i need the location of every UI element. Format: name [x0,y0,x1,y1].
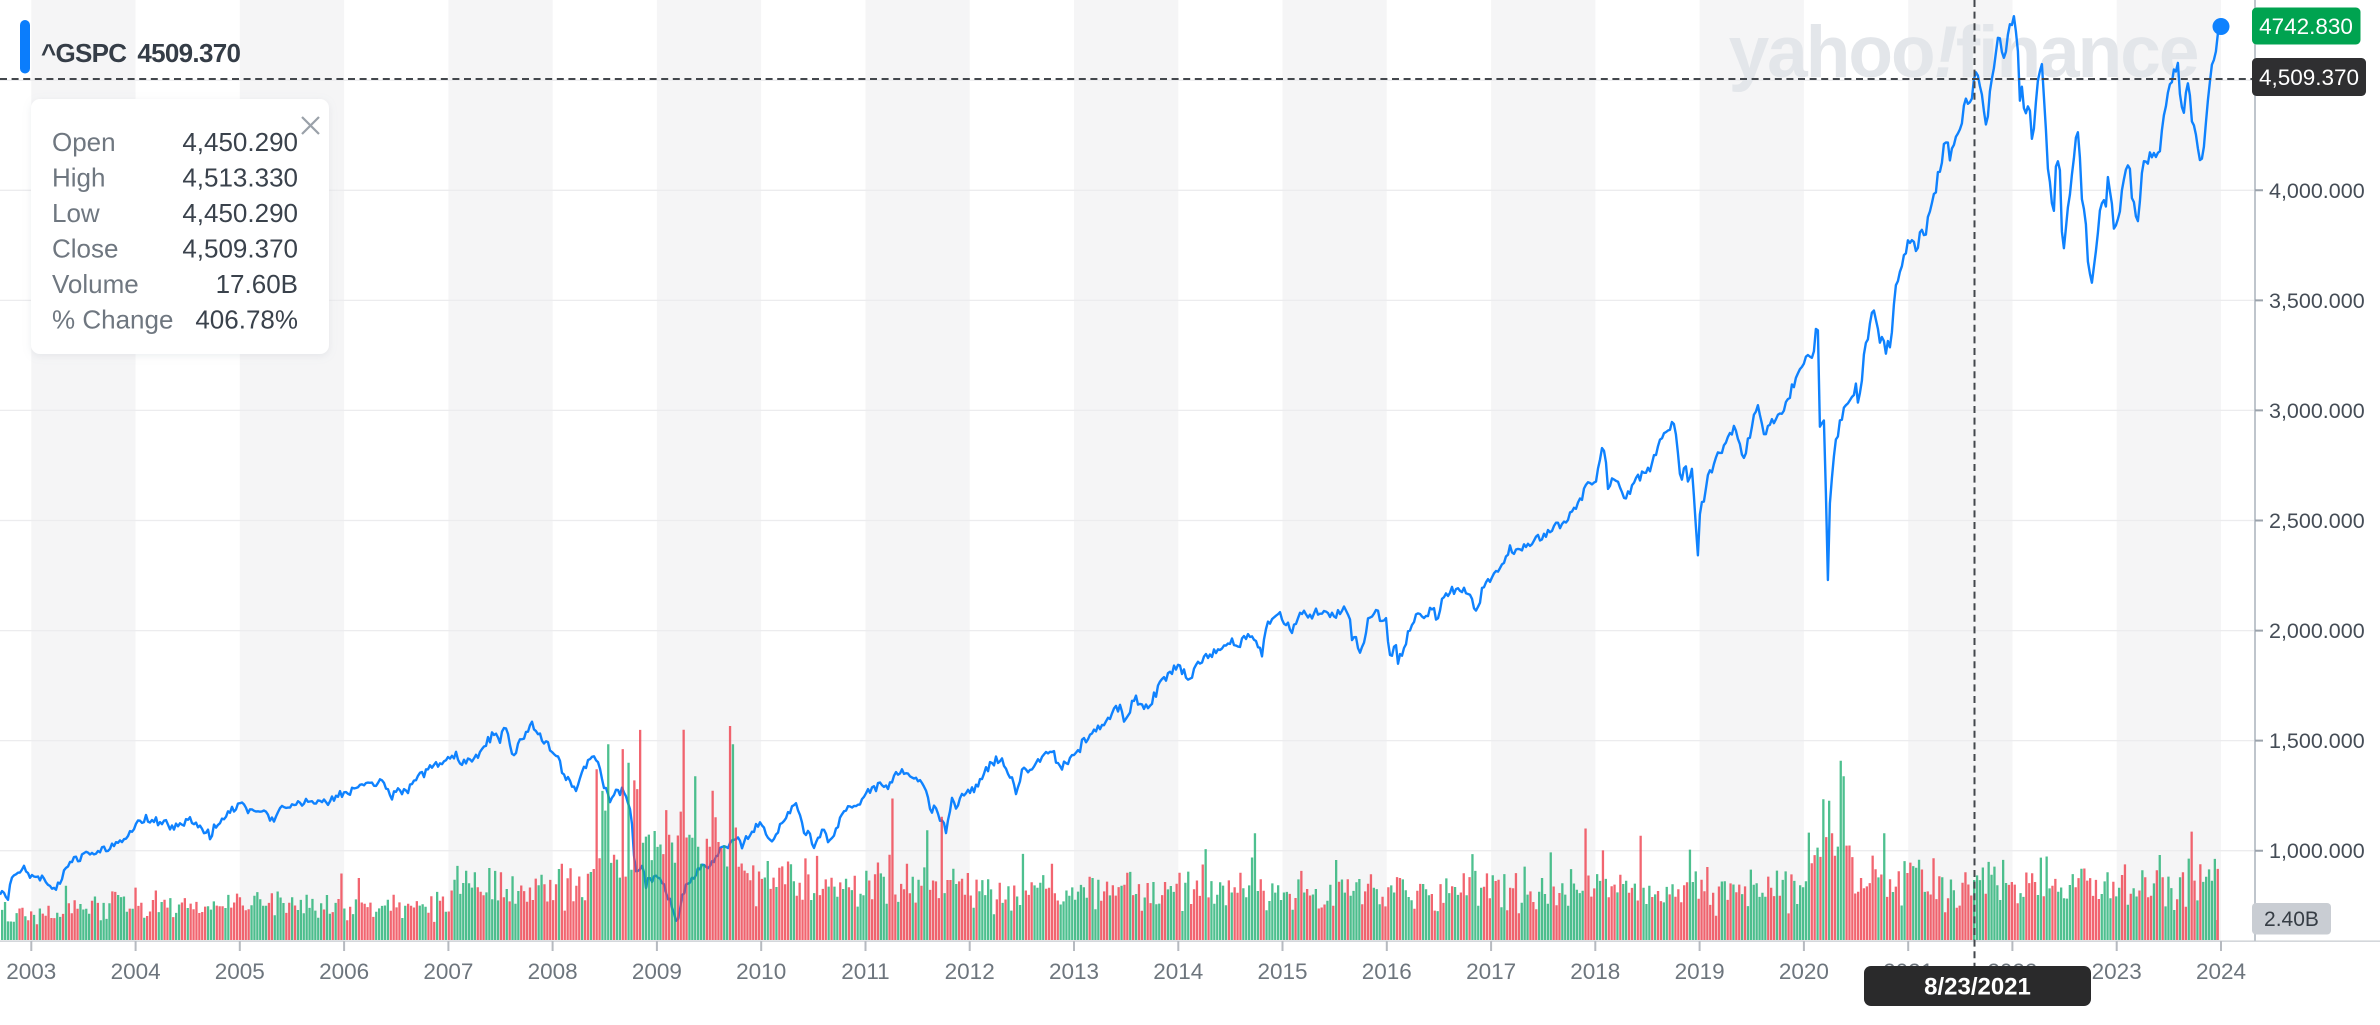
svg-text:Volume: Volume [52,269,139,299]
svg-text:2018: 2018 [1570,959,1620,984]
svg-text:3,000.000: 3,000.000 [2269,399,2365,423]
svg-text:2006: 2006 [319,959,369,984]
svg-text:4,450.290: 4,450.290 [182,198,298,228]
svg-text:Close: Close [52,234,118,264]
svg-text:2.40B: 2.40B [2264,908,2319,931]
svg-text:4,513.330: 4,513.330 [182,163,298,193]
svg-text:2014: 2014 [1153,959,1203,984]
svg-text:2015: 2015 [1257,959,1307,984]
svg-text:2019: 2019 [1675,959,1725,984]
svg-text:2005: 2005 [215,959,265,984]
svg-text:2007: 2007 [423,959,473,984]
svg-text:2024: 2024 [2196,959,2246,984]
svg-text:2012: 2012 [945,959,995,984]
svg-text:2003: 2003 [6,959,56,984]
svg-text:1,500.000: 1,500.000 [2269,729,2365,753]
svg-text:2008: 2008 [528,959,578,984]
svg-text:4,509.370: 4,509.370 [182,234,298,264]
svg-text:3,500.000: 3,500.000 [2269,289,2365,313]
svg-text:2,000.000: 2,000.000 [2269,619,2365,643]
svg-text:406.78%: 406.78% [195,305,298,335]
svg-text:8/23/2021: 8/23/2021 [1924,974,2031,1001]
svg-text:2004: 2004 [111,959,161,984]
svg-text:1,000.000: 1,000.000 [2269,839,2365,863]
svg-text:2017: 2017 [1466,959,1516,984]
svg-text:Open: Open [52,127,116,157]
svg-text:% Change: % Change [52,305,173,335]
svg-text:17.60B: 17.60B [216,269,298,299]
svg-text:2,500.000: 2,500.000 [2269,509,2365,533]
svg-text:2013: 2013 [1049,959,1099,984]
svg-text:2023: 2023 [2092,959,2142,984]
svg-text:2009: 2009 [632,959,682,984]
svg-text:4,450.290: 4,450.290 [182,127,298,157]
svg-text:4,509.370: 4,509.370 [2259,65,2359,90]
svg-text:^GSPC 4509.370: ^GSPC 4509.370 [41,38,240,68]
svg-text:4,000.000: 4,000.000 [2269,179,2365,203]
svg-text:High: High [52,163,105,193]
svg-text:2010: 2010 [736,959,786,984]
svg-text:4742.830: 4742.830 [2259,14,2353,39]
svg-text:2016: 2016 [1362,959,1412,984]
svg-text:yahoo!finance: yahoo!finance [1729,12,2198,93]
svg-text:Low: Low [52,198,100,228]
svg-text:2020: 2020 [1779,959,1829,984]
svg-text:2011: 2011 [841,959,889,984]
